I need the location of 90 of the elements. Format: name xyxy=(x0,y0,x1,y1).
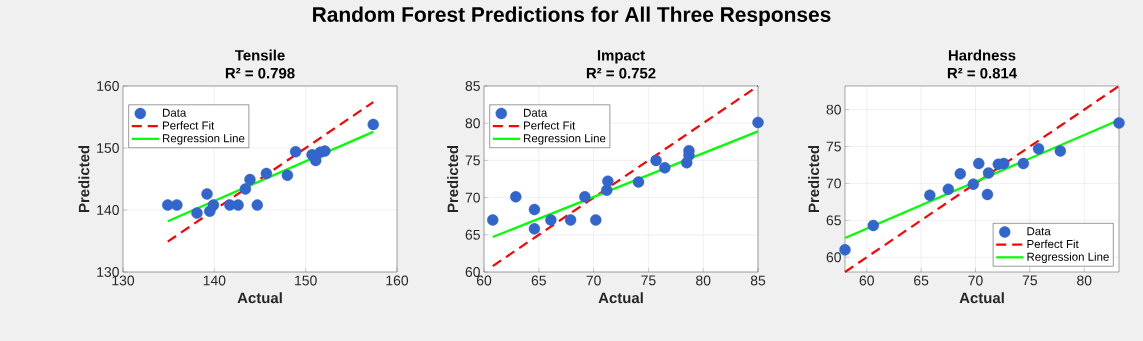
y-tick-label: 160 xyxy=(97,81,119,91)
y-axis-title: Predicted xyxy=(78,145,90,213)
x-axis-title: Actual xyxy=(959,292,1004,304)
legend-label: Perfect Fit xyxy=(163,121,215,130)
point xyxy=(752,116,764,129)
x-tick-label: 80 xyxy=(1077,275,1092,286)
y-tick-label: 80 xyxy=(826,104,841,115)
point xyxy=(967,178,980,190)
x-tick-label: 70 xyxy=(586,275,601,286)
y-tick-label: 75 xyxy=(826,141,841,152)
point xyxy=(244,173,256,186)
point xyxy=(601,184,613,196)
point xyxy=(171,199,183,211)
y-tick-label: 65 xyxy=(826,215,841,226)
x-axis-title: Actual xyxy=(237,292,282,304)
y-tick-label: 80 xyxy=(465,118,480,129)
chart-title: Hardness xyxy=(948,49,1016,61)
point xyxy=(289,146,302,158)
point xyxy=(602,175,614,187)
point xyxy=(528,223,541,235)
y-axis-title: Predicted xyxy=(447,145,459,213)
chart-title: Tensile xyxy=(234,49,285,61)
y-tick-label: 85 xyxy=(465,81,480,91)
chart-subtitle: R² = 0.752 xyxy=(586,67,656,79)
point xyxy=(528,203,541,216)
point xyxy=(1113,117,1125,129)
x-tick-label: 75 xyxy=(641,275,656,286)
point xyxy=(659,162,671,174)
point xyxy=(1032,143,1045,155)
x-tick-label: 60 xyxy=(859,275,874,286)
point xyxy=(982,167,995,179)
legend-label: Data xyxy=(524,108,548,117)
legend-label: Data xyxy=(1027,227,1051,236)
y-axis-title: Predicted xyxy=(808,145,820,213)
x-tick-label: 75 xyxy=(1022,275,1038,286)
y-tick-label: 65 xyxy=(465,229,480,240)
x-tick-label: 80 xyxy=(696,275,711,286)
point xyxy=(590,214,602,226)
point xyxy=(191,207,203,219)
point xyxy=(867,219,879,232)
y-tick-label: 70 xyxy=(465,192,480,203)
point xyxy=(942,183,954,196)
point xyxy=(839,244,851,256)
x-tick-label: 60 xyxy=(476,275,492,286)
x-tick-label: 150 xyxy=(295,275,317,286)
point xyxy=(650,154,662,167)
point xyxy=(954,168,966,180)
point xyxy=(632,176,645,188)
point xyxy=(260,167,273,180)
y-tick-label: 150 xyxy=(97,143,119,153)
point xyxy=(973,157,985,170)
point xyxy=(510,191,522,203)
x-tick-label: 70 xyxy=(968,275,983,286)
legend-label: Perfect Fit xyxy=(524,121,576,130)
y-tick-label: 70 xyxy=(826,178,841,189)
point xyxy=(201,188,213,200)
x-axis-title: Actual xyxy=(598,292,643,304)
x-tick-label: 140 xyxy=(203,275,226,286)
legend-label: Regression Line xyxy=(524,133,606,145)
point xyxy=(545,214,557,226)
point xyxy=(207,199,220,211)
text: Random Forest Predictions for All Three Responses xyxy=(313,6,831,27)
point xyxy=(239,183,252,195)
legend-label: Regression Line xyxy=(1027,252,1109,264)
chart-subtitle: R² = 0.798 xyxy=(225,67,295,79)
legend-label: Regression Line xyxy=(163,133,245,145)
y-tick-label: 140 xyxy=(97,205,119,215)
x-tick-label: 65 xyxy=(914,275,929,286)
point xyxy=(367,118,379,131)
point xyxy=(981,188,994,201)
y-tick-label: 60 xyxy=(465,267,480,277)
x-tick-label: 130 xyxy=(112,275,135,286)
legend-label: Data xyxy=(163,108,187,117)
x-tick-label: 85 xyxy=(750,275,766,286)
y-tick-label: 60 xyxy=(826,252,841,263)
chart-subtitle: R² = 0.814 xyxy=(947,67,1018,79)
point xyxy=(281,169,294,181)
point xyxy=(579,191,591,203)
point xyxy=(564,214,577,226)
y-tick-label: 75 xyxy=(465,155,480,166)
y-tick-label: 130 xyxy=(97,267,119,277)
point xyxy=(487,214,499,226)
chart-title: Impact xyxy=(597,50,645,64)
point xyxy=(1017,157,1030,170)
point xyxy=(1054,145,1066,157)
legend-label: Perfect Fit xyxy=(1027,239,1079,249)
x-tick-label: 65 xyxy=(531,275,546,286)
x-tick-label: 160 xyxy=(386,275,409,286)
point xyxy=(924,189,936,201)
point xyxy=(251,199,263,211)
